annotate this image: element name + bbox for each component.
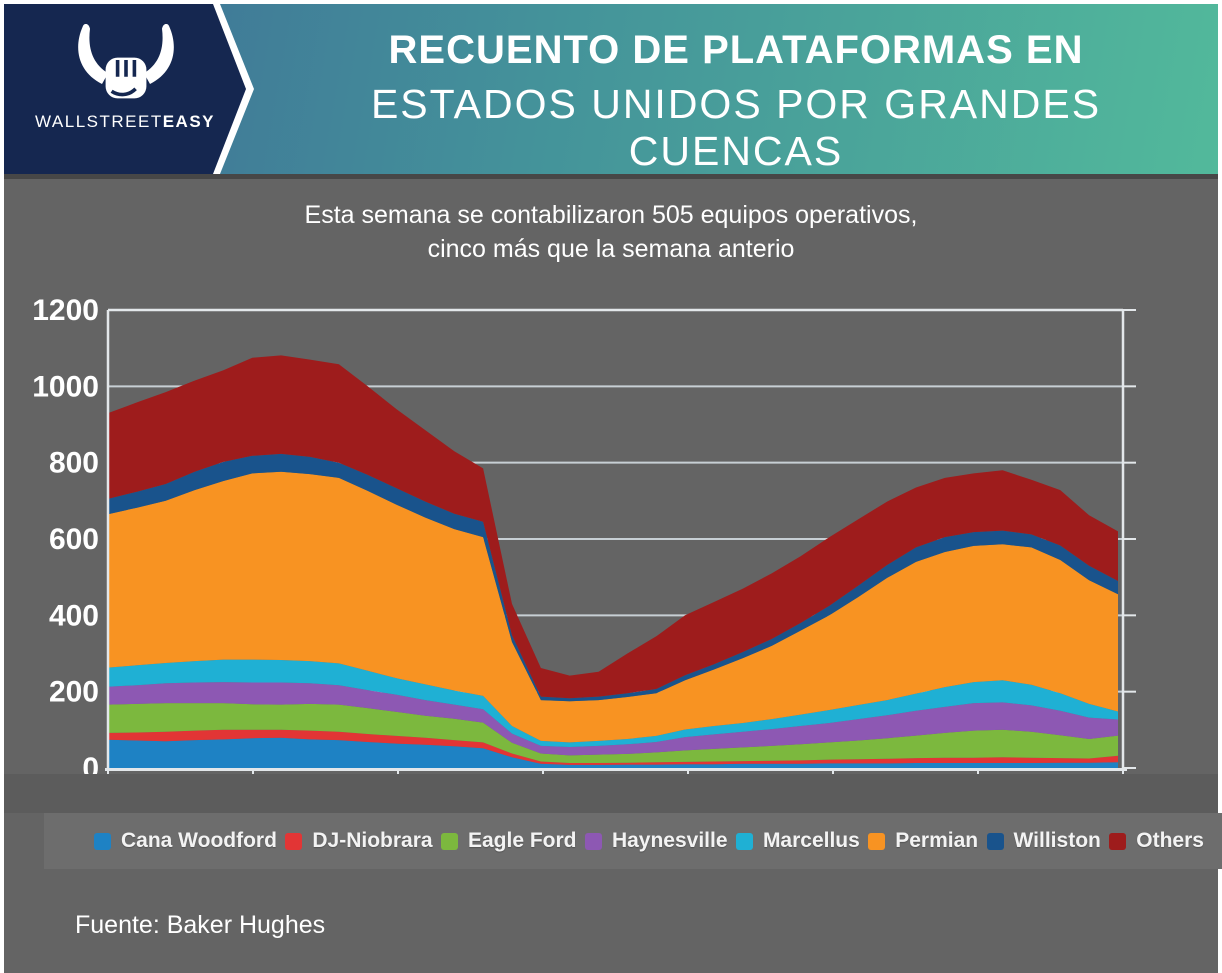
area-cana-woodford [108, 737, 1118, 768]
page-title-line1: RECUENTO DE PLATAFORMAS EN [388, 28, 1084, 72]
brand-wordmark-light: WALLSTREET [34, 112, 163, 131]
legend-label: Eagle Ford [467, 829, 577, 852]
legend-label: Cana Woodford [121, 829, 277, 852]
area-permian [108, 471, 1118, 743]
bull-logo-icon [78, 24, 174, 99]
area-dj-niobrara [108, 729, 1118, 765]
legend-item: Williston [986, 829, 1101, 853]
y-axis-label: 800 [49, 447, 99, 480]
page-title-line2: ESTADOS UNIDOS POR GRANDES CUENCAS [370, 81, 1102, 174]
logo-chevron-outline: WALLSTREETEASY [4, 4, 254, 174]
brand-wordmark: WALLSTREETEASY [4, 112, 246, 132]
legend-item: DJ-Niobrara [285, 829, 433, 853]
legend-shadow-strip [4, 774, 1218, 813]
y-axis-label: 400 [49, 599, 99, 632]
legend-swatch [584, 832, 602, 850]
y-axis-label: 1200 [32, 294, 99, 327]
header-banner: WALLSTREETEASY RECUENTO DE PLATAFORMAS E… [4, 4, 1218, 179]
source-note: Fuente: Baker Hughes [75, 911, 326, 939]
legend-item: Haynesville [584, 829, 728, 853]
y-axis-label: 1000 [32, 370, 99, 403]
legend-swatch [735, 832, 753, 850]
legend-swatch [1109, 832, 1127, 850]
legend-label: Haynesville [611, 829, 728, 852]
legend-item: Permian [868, 829, 978, 853]
legend-label: Permian [895, 829, 979, 852]
legend-label: Williston [1013, 829, 1101, 852]
legend-label: Others [1136, 829, 1204, 852]
legend-swatch [986, 832, 1004, 850]
header-titles: RECUENTO DE PLATAFORMAS EN ESTADOS UNIDO… [262, 28, 1210, 175]
chart-subtitle-line2: cinco más que la semana anterio [427, 235, 795, 263]
legend-item: Cana Woodford [94, 829, 277, 853]
chart-subtitle: Esta semana se contabilizaron 505 equipo… [4, 198, 1218, 266]
legend-item: Marcellus [735, 829, 860, 853]
chart-subtitle-line1: Esta semana se contabilizaron 505 equipo… [304, 201, 918, 229]
area-williston [108, 453, 1118, 702]
y-axis-label: 200 [49, 676, 99, 709]
legend-swatch [94, 832, 111, 850]
legend-swatch [440, 832, 458, 850]
chart-legend: Cana Woodford DJ-Niobrara Eagle Ford Haynes… [44, 813, 1222, 869]
legend-item: Others [1109, 829, 1204, 853]
area-others [108, 355, 1118, 699]
legend-swatch [285, 832, 303, 850]
legend-item: Eagle Ford [440, 829, 577, 853]
logo-chevron: WALLSTREETEASY [4, 4, 246, 174]
y-axis-label: 600 [49, 523, 99, 556]
area-marcellus [108, 659, 1118, 747]
legend-label: Marcellus [762, 829, 860, 852]
legend-label: DJ-Niobrara [312, 829, 433, 852]
infographic-page: WALLSTREETEASY RECUENTO DE PLATAFORMAS E… [4, 4, 1222, 973]
area-eagle-ford [108, 703, 1118, 763]
brand-wordmark-bold: EASY [162, 112, 216, 131]
area-haynesville [108, 682, 1118, 756]
legend-swatch [868, 832, 886, 850]
